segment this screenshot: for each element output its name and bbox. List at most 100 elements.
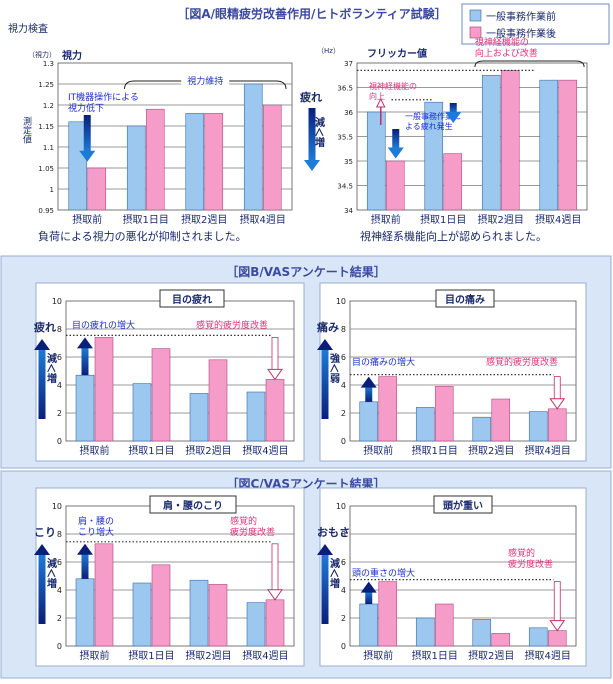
legend: 一般事務作業前 一般事務作業後 [461,3,610,45]
arrow-increase-shaft [81,553,89,579]
side-arrow-label: 減＜増 [328,557,340,589]
arrow-improve-head [375,97,386,108]
arrow-fatigue-2-head [445,112,462,123]
chart-title: 目の疲れ [172,293,212,306]
bar-after-2 [151,564,171,647]
y-tick-label: 35 [344,158,353,166]
annotation-improve: 感覚的疲労度改善 [196,319,268,331]
arrow-fatigue-1-head [387,147,404,159]
x-tick-label: 摂取1日目 [128,444,174,457]
bar-before-1 [75,578,95,647]
y-tick-label: 2 [341,409,346,418]
unit-label: （視力） [28,50,56,59]
bar-before-4 [528,627,548,647]
x-tick-label: 摂取1日目 [412,444,458,457]
y-tick-label: 6 [57,558,62,567]
y-tick-label: 1.15 [38,123,54,131]
bar-after-4 [558,79,578,211]
arrow-improve-shaft [553,376,561,401]
side-arrow-shaft [38,554,46,624]
y-tick-label: 0 [341,437,346,446]
side-arrow-head [317,544,333,555]
bracket-label-bg [181,73,230,86]
y-tick-label: 10 [52,297,62,306]
side-arrow-label: 減＜増 [45,557,57,589]
side-arrow-head [34,339,50,350]
bar-before-3 [481,74,501,211]
chart-a-left: 0.95 1 1.05 1.1 1.15 1.2 1.25 1.3 摂取前 摂取1日目 摂取2週目摂… [21,49,293,226]
section-b-title: ［図B/VASアンケート結果］ [226,264,385,279]
annotation-increase-line-2: こり増大 [78,526,114,538]
x-tick-label: 摂取4週目 [525,649,571,662]
arrow-increase-head [360,581,377,593]
side-arrow-head [304,160,320,171]
arrow-decline-shaft [83,115,91,152]
bar-before-4 [528,411,548,442]
annotation-increase: 頭の重さの増大 [352,567,415,579]
side-arrow-shaft [308,108,316,161]
bar-after-3 [491,633,511,647]
y-tick-label: 0 [57,642,62,651]
chart-title-box [149,495,237,514]
side-arrow-shaft [38,349,46,419]
side-arrow-head [34,544,50,555]
y-tick-label: 6 [341,353,346,362]
y-tick-label: 36 [344,109,353,117]
bar-before-3 [472,416,492,442]
x-tick-label: 摂取2週目 [181,213,227,226]
arrow-increase-head [77,337,93,349]
legend-swatch-before [469,9,482,22]
x-tick-label: 摂取4週目 [535,213,581,226]
y-tick-label: 36.5 [337,85,353,93]
chart-title: 頭が重い [443,499,483,512]
bar-after-3 [208,584,228,647]
bar-after-1 [378,376,398,442]
bar-before-3 [189,393,209,442]
annotation-fatigue-line-1: 一般事務作業に [405,111,461,121]
section-a-left-tag: 視力検査 [8,22,48,35]
x-tick-label: 摂取1日目 [123,213,169,226]
y-tick-label: 0 [57,437,62,446]
bar-before-1 [366,111,386,211]
x-tick-label: 摂取1日目 [412,649,458,662]
bar-after-3 [491,398,511,442]
arrow-improve-shaft [271,543,279,592]
bar-after-2 [443,153,463,211]
bar-after-2 [434,603,454,647]
bar-after-2 [434,386,454,442]
arrow-improve-shaft [271,336,279,371]
x-tick-label: 摂取1日目 [128,649,174,662]
annotation-improve2-line-1: 視神経機能の [475,36,529,48]
y-tick-label: 1.1 [43,144,54,152]
chart-title-box [159,289,225,308]
side-arrow-label: 減＜増 [313,116,325,148]
y-tick-label: 4 [57,381,62,390]
annotation-increase: 目の痛みの増大 [352,356,415,368]
bar-after-1 [378,581,398,647]
bar-before-3 [472,619,492,647]
x-tick-label: 摂取前 [363,444,393,457]
bar-after-2 [151,348,171,442]
y-tick-label: 8 [341,530,346,539]
y-tick-label: 35.5 [337,134,353,142]
x-tick-label: 摂取2週目 [185,444,231,457]
bar-after-4 [262,104,282,211]
x-tick-label: 摂取4週目 [525,444,571,457]
arrow-improve-head [267,368,283,381]
arrow-increase-head [77,543,93,555]
annotation-improve-line-2: 向上 [369,91,385,101]
chart-title: フリッカー値 [367,47,427,60]
bar-before-1 [75,374,95,442]
bar-before-2 [415,617,435,647]
annotation-improve-line-2: 疲労度改善 [230,526,275,538]
y-tick-label: 0.95 [38,207,54,215]
bar-before-2 [132,383,152,442]
bar-before-3 [189,579,209,647]
y-tick-label: 0 [341,642,346,651]
bar-after-4 [547,630,567,647]
y-tick-label: 2 [341,614,346,623]
